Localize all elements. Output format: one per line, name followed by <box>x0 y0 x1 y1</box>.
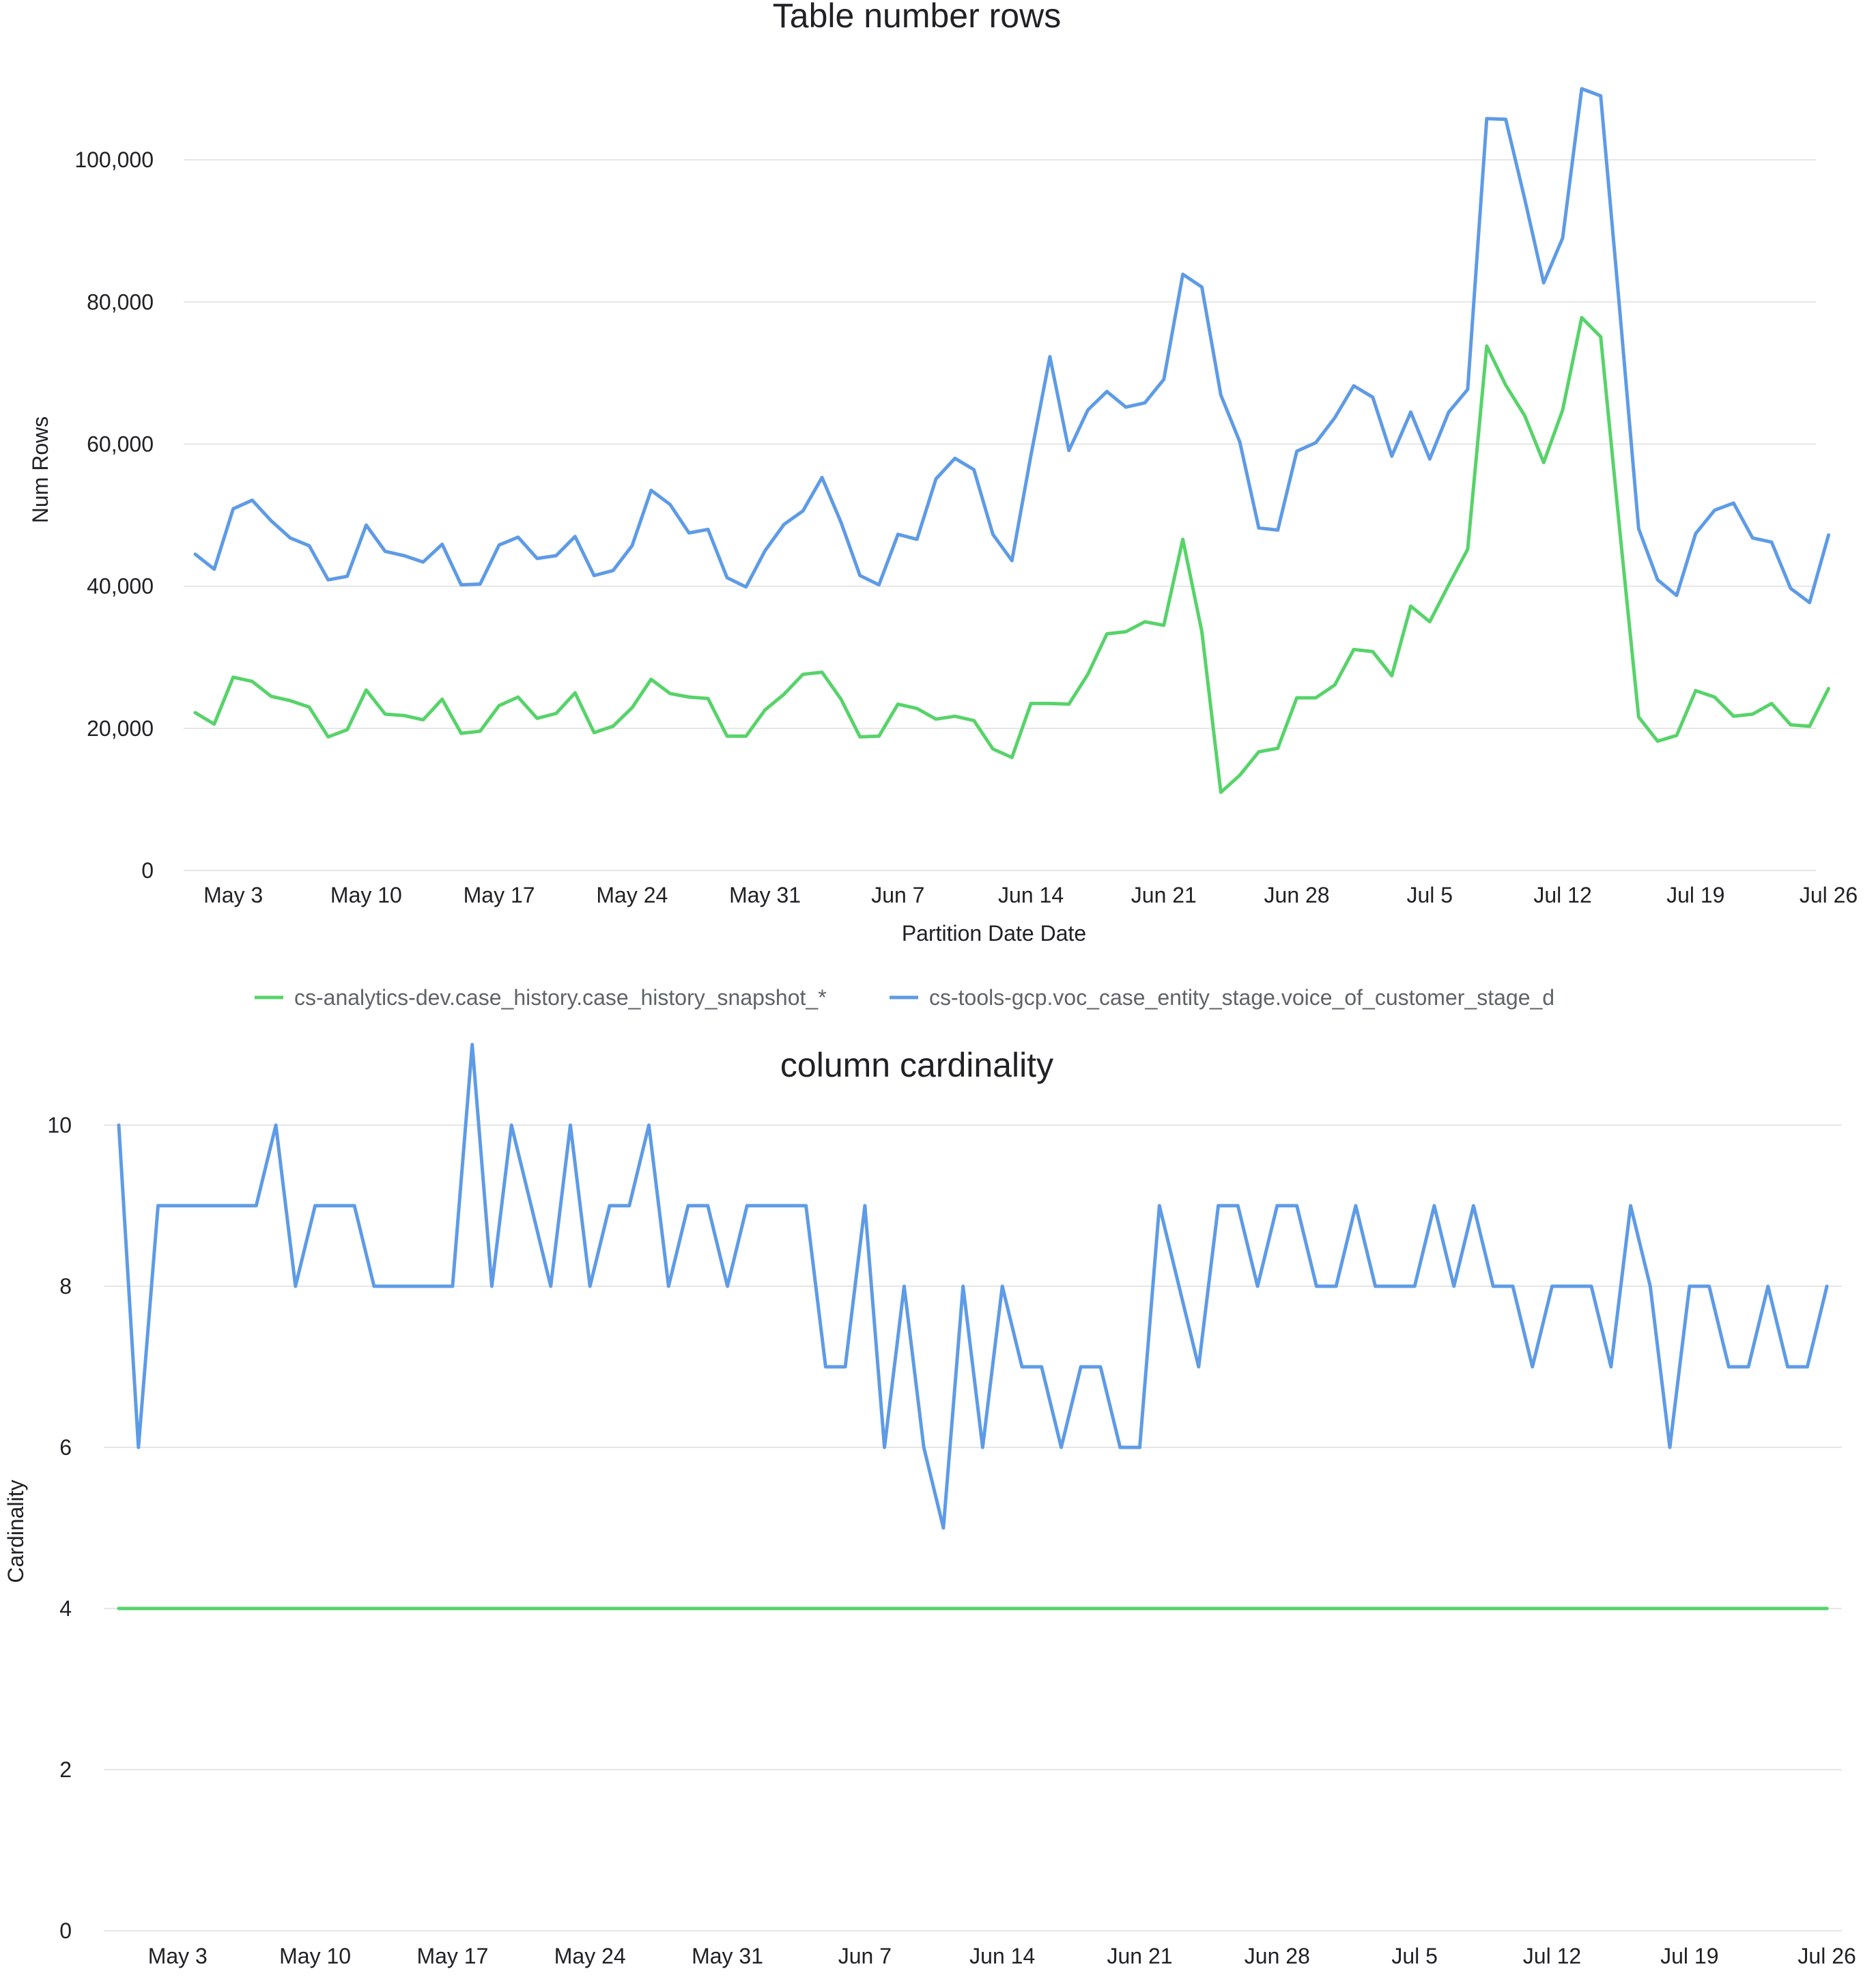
x-tick-label: Jun 7 <box>871 883 924 907</box>
x-tick-label: May 17 <box>416 1944 488 1968</box>
x-tick-label: Jun 28 <box>1245 1944 1310 1968</box>
x-tick-label: May 24 <box>554 1944 626 1968</box>
series-line-1 <box>193 315 1830 794</box>
legend-label-series-2: cs-tools-gcp.voc_case_entity_stage.voice… <box>929 985 1554 1010</box>
x-tick-label: May 17 <box>464 883 535 907</box>
y-tick-label: 2 <box>59 1757 72 1782</box>
x-tick-label: Jun 21 <box>1107 1944 1172 1968</box>
legend-label-series-1: cs-analytics-dev.case_history.case_histo… <box>294 985 827 1010</box>
y-tick-labels: 0 2 4 6 8 10 <box>47 1113 72 1943</box>
y-tick-label: 40,000 <box>87 574 154 599</box>
y-tick-label: 60,000 <box>87 431 154 456</box>
y-axis-title: Cardinality <box>3 1479 28 1583</box>
y-gridlines <box>184 159 1816 871</box>
x-tick-label: Jul 12 <box>1523 1944 1581 1968</box>
y-tick-labels: 0 20,000 40,000 60,000 80,000 100,000 <box>74 147 154 883</box>
x-tick-label: Jul 19 <box>1666 883 1724 907</box>
chart-title: column cardinality <box>780 1046 1053 1084</box>
x-tick-label: May 3 <box>148 1944 208 1968</box>
x-tick-label: May 31 <box>729 883 801 907</box>
x-tick-label: Jul 5 <box>1407 883 1453 907</box>
x-tick-label: Jul 19 <box>1660 1944 1718 1968</box>
y-tick-label: 4 <box>59 1596 72 1621</box>
x-tick-labels: May 3 May 10 May 17 May 24 May 31 Jun 7 Jun 14… <box>148 1944 1856 1968</box>
y-tick-label: 0 <box>59 1918 72 1943</box>
x-tick-label: May 10 <box>279 1944 351 1968</box>
x-tick-label: Jul 26 <box>1797 1944 1856 1968</box>
x-tick-label: Jun 14 <box>998 883 1064 907</box>
chart-title: Table number rows <box>773 0 1061 35</box>
x-tick-label: May 3 <box>203 883 263 907</box>
legend: cs-analytics-dev.case_history.case_histo… <box>255 985 1554 1010</box>
x-tick-label: May 10 <box>330 883 402 907</box>
x-tick-label: Jul 26 <box>1800 883 1858 907</box>
x-tick-label: Jun 7 <box>838 1944 892 1968</box>
series-lines <box>117 1043 1829 1611</box>
y-tick-label: 20,000 <box>87 716 154 741</box>
x-tick-label: Jul 12 <box>1533 883 1591 907</box>
x-tick-labels: May 3 May 10 May 17 May 24 May 31 Jun 7 Jun 14… <box>203 883 1858 907</box>
x-axis-title: Partition Date Date <box>902 921 1086 946</box>
series-line-2 <box>193 87 1830 605</box>
y-tick-label: 8 <box>59 1274 72 1299</box>
x-tick-label: Jun 21 <box>1131 883 1197 907</box>
y-tick-label: 6 <box>59 1435 72 1460</box>
table-number-rows-chart: Table number rows 0 20,000 40,000 60,000 80,… <box>28 0 1858 1010</box>
y-tick-label: 0 <box>141 858 154 883</box>
series-lines <box>193 87 1830 794</box>
series-line-1 <box>117 1043 1829 1530</box>
y-tick-label: 10 <box>47 1113 72 1137</box>
x-tick-label: Jun 28 <box>1264 883 1330 907</box>
x-tick-label: Jun 14 <box>969 1944 1035 1968</box>
y-axis-title: Num Rows <box>28 416 53 523</box>
x-tick-label: May 31 <box>692 1944 763 1968</box>
x-tick-label: Jul 5 <box>1391 1944 1438 1968</box>
x-tick-label: May 24 <box>596 883 668 907</box>
y-tick-label: 100,000 <box>74 147 154 172</box>
y-tick-label: 80,000 <box>87 289 154 314</box>
